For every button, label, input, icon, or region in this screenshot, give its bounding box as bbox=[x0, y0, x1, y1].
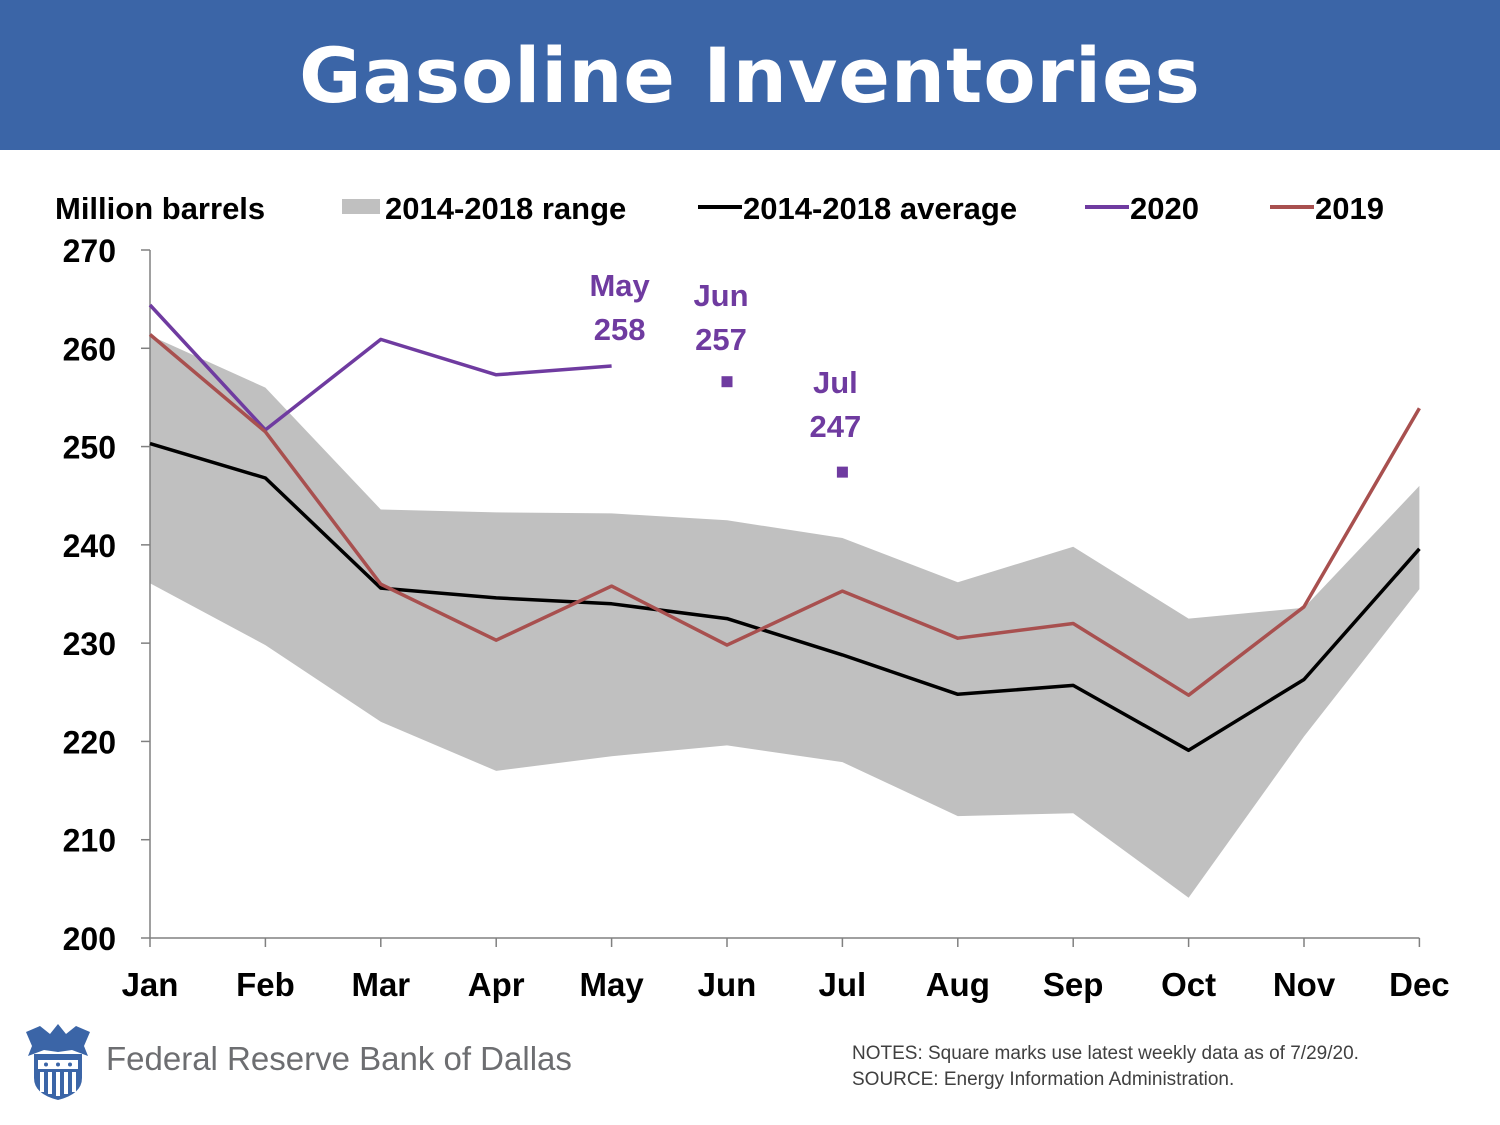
x-tick-label: Apr bbox=[468, 966, 525, 1003]
series-line-2014-2018-average bbox=[149, 441, 1421, 753]
x-tick-label: Jan bbox=[122, 966, 179, 1003]
notes-block: NOTES: Square marks use latest weekly da… bbox=[852, 1041, 1359, 1093]
y-tick-label: 210 bbox=[63, 823, 116, 859]
source-text: SOURCE: Energy Information Administratio… bbox=[852, 1069, 1235, 1090]
page-title: Gasoline Inventories bbox=[299, 30, 1201, 120]
plot-area: 200 210 220 230 240 250 260 270 Jan Feb Mar Apr May J… bbox=[63, 233, 1450, 1003]
x-tick-label: Sep bbox=[1043, 966, 1104, 1003]
annotation-month-label: Jun bbox=[693, 278, 748, 313]
legend-2019-label: 2019 bbox=[1315, 191, 1384, 226]
annotation-month-label: Jul bbox=[813, 365, 858, 400]
y-tick-label: 220 bbox=[63, 724, 116, 760]
series-line-2019 bbox=[148, 333, 1421, 697]
title-banner: Gasoline Inventories bbox=[0, 0, 1500, 150]
y-axis-label: Million barrels bbox=[55, 191, 265, 226]
y-tick-label: 250 bbox=[63, 430, 116, 466]
institution-name: Federal Reserve Bank of Dallas bbox=[106, 1040, 572, 1077]
eagle-seal-icon bbox=[22, 1022, 94, 1107]
legend-range-swatch bbox=[342, 199, 380, 214]
x-tick-label: Jul bbox=[819, 966, 867, 1003]
series-line-2020 bbox=[148, 303, 612, 432]
x-tick-label: Mar bbox=[351, 966, 410, 1003]
x-tick-label: Nov bbox=[1273, 966, 1336, 1003]
x-tick-label: Aug bbox=[926, 966, 990, 1003]
x-tick-label: Feb bbox=[236, 966, 295, 1003]
y-tick-label: 270 bbox=[63, 233, 116, 269]
annotation-value-label: 257 bbox=[695, 322, 747, 357]
legend: 2014-2018 range 2014-2018 average 2020 2… bbox=[342, 191, 1384, 226]
annotation-value-label: 258 bbox=[594, 312, 646, 347]
legend-2020-label: 2020 bbox=[1130, 191, 1199, 226]
chart: Million barrels 2014-2018 range 2014-201… bbox=[55, 191, 1450, 1003]
annotation-month-label: May bbox=[589, 268, 650, 303]
square-mark bbox=[836, 466, 848, 478]
x-tick-label: Oct bbox=[1161, 966, 1216, 1003]
y-tick-label: 200 bbox=[63, 921, 116, 957]
notes-text: NOTES: Square marks use latest weekly da… bbox=[852, 1043, 1359, 1064]
y-tick-label: 240 bbox=[63, 528, 116, 564]
x-tick-label: Dec bbox=[1389, 966, 1450, 1003]
legend-range-label: 2014-2018 range bbox=[385, 191, 626, 226]
legend-average-label: 2014-2018 average bbox=[743, 191, 1017, 226]
x-tick-label: Jun bbox=[698, 966, 757, 1003]
y-tick-label: 230 bbox=[63, 626, 116, 662]
x-tick-label: May bbox=[579, 966, 644, 1003]
square-mark bbox=[721, 376, 733, 388]
y-tick-label: 260 bbox=[63, 331, 116, 367]
annotation-value-label: 247 bbox=[810, 409, 862, 444]
